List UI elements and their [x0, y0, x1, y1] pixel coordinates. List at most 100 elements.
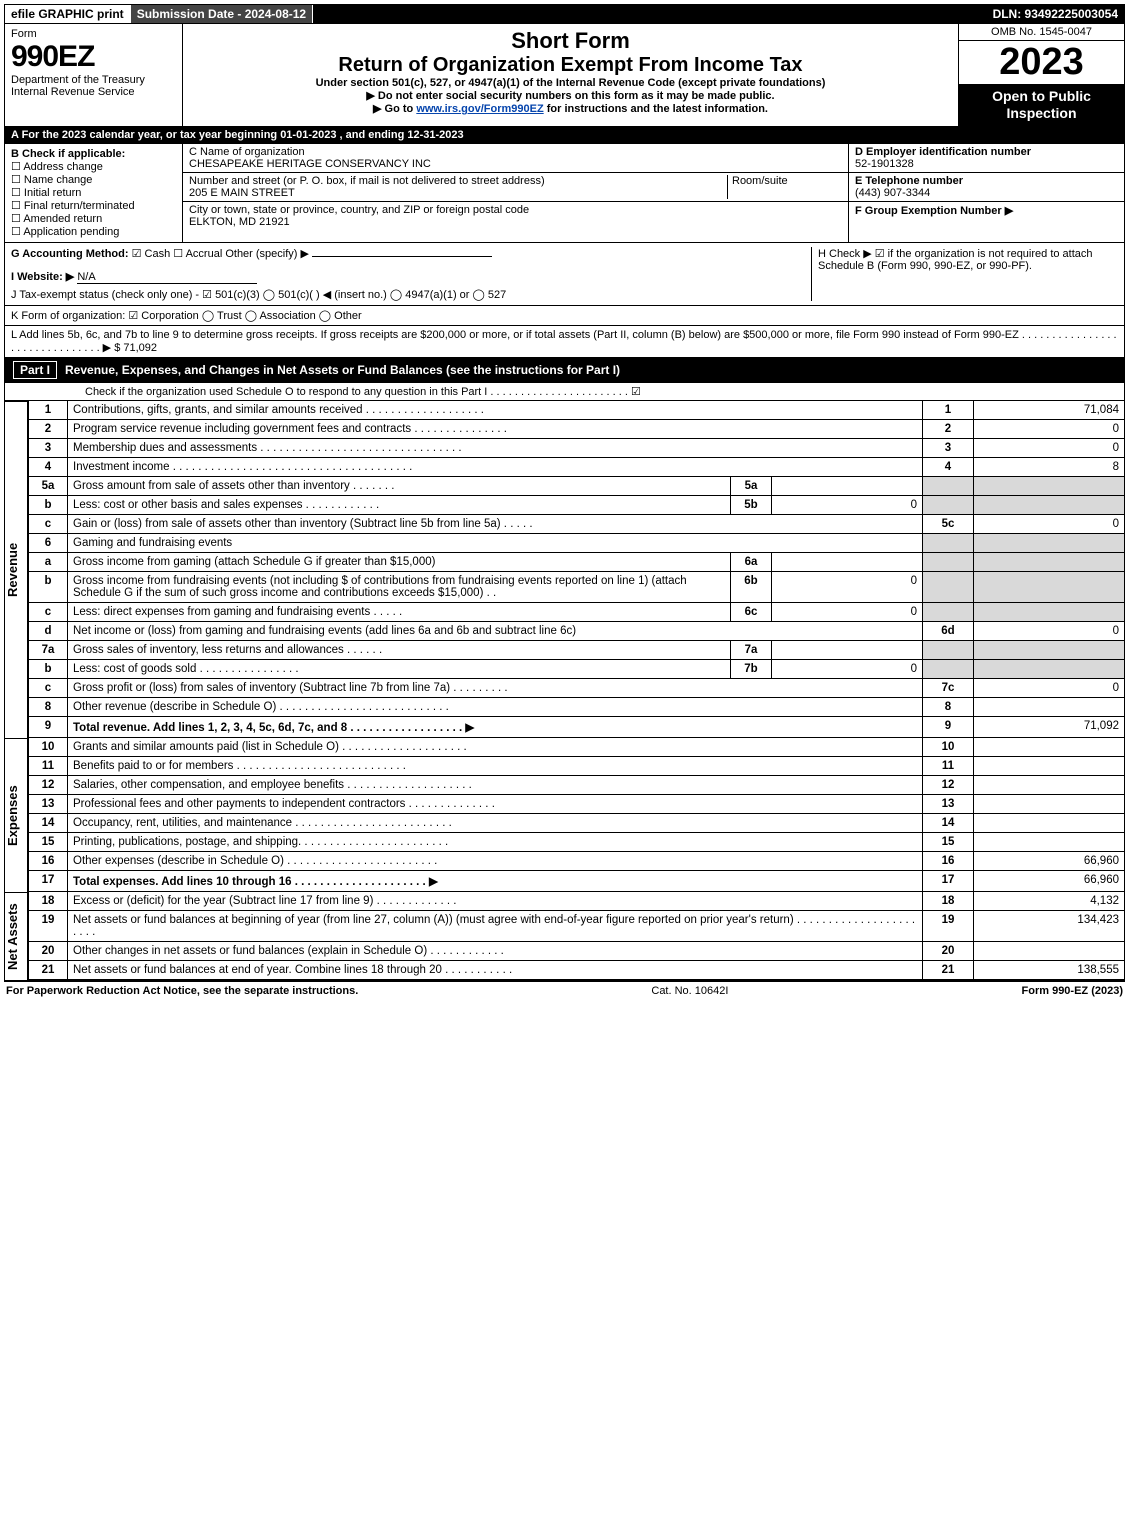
l-val: 71,092 [123, 342, 157, 354]
lt: Gain or (loss) from sale of assets other… [68, 514, 923, 533]
part-i-sub: Check if the organization used Schedule … [4, 383, 1125, 401]
lt: Gross income from gaming (attach Schedul… [68, 552, 731, 571]
chk-initial-return[interactable]: Initial return [11, 187, 81, 199]
header-right: OMB No. 1545-0047 2023 Open to Public In… [958, 24, 1124, 126]
lt: Less: cost or other basis and sales expe… [68, 495, 731, 514]
lt: Membership dues and assessments . . . . … [68, 438, 923, 457]
chk-address-change[interactable]: Address change [11, 161, 103, 173]
chk-name-change[interactable]: Name change [11, 174, 92, 186]
telephone: (443) 907-3344 [855, 187, 930, 199]
ln: 12 [29, 775, 68, 794]
ln: 18 [29, 892, 68, 911]
dln: DLN: 93492225003054 [987, 5, 1124, 23]
tax-year: 2023 [959, 41, 1124, 84]
ln: 9 [29, 716, 68, 737]
ln: 7a [29, 640, 68, 659]
shade [974, 495, 1125, 514]
lb: 14 [923, 813, 974, 832]
ln: 4 [29, 457, 68, 476]
lv: 0 [974, 621, 1125, 640]
header-sub3: ▶ Go to www.irs.gov/Form990EZ for instru… [189, 102, 952, 115]
header-center: Short Form Return of Organization Exempt… [183, 24, 958, 126]
g-label: G Accounting Method: [11, 248, 129, 260]
ln: a [29, 552, 68, 571]
footer-right: Form 990-EZ (2023) [1022, 985, 1123, 997]
efile-label[interactable]: efile GRAPHIC print [5, 5, 131, 23]
chk-cash[interactable]: Cash [132, 248, 171, 260]
lt: Gross profit or (loss) from sales of inv… [68, 678, 923, 697]
ln: 16 [29, 851, 68, 870]
lsb: 5a [731, 476, 772, 495]
lb: 10 [923, 738, 974, 757]
lsb: 7b [731, 659, 772, 678]
chk-amended-return[interactable]: Amended return [11, 213, 102, 225]
sub3-post: for instructions and the latest informat… [547, 103, 768, 115]
lb: 11 [923, 756, 974, 775]
lsb: 6c [731, 602, 772, 621]
ln: 1 [29, 401, 68, 420]
chk-application-pending[interactable]: Application pending [11, 226, 119, 238]
lt: Gross amount from sale of assets other t… [68, 476, 731, 495]
lb: 13 [923, 794, 974, 813]
shade [974, 552, 1125, 571]
part-i-label: Part I [13, 361, 57, 379]
shade [974, 659, 1125, 678]
lt: Contributions, gifts, grants, and simila… [68, 401, 923, 420]
ln: 20 [29, 941, 68, 960]
lv: 0 [974, 678, 1125, 697]
lb: 6d [923, 621, 974, 640]
lb: 15 [923, 832, 974, 851]
section-gh: G Accounting Method: Cash Accrual Other … [4, 243, 1125, 306]
h-line: H Check ▶ ☑ if the organization is not r… [811, 247, 1118, 301]
omb-number: OMB No. 1545-0047 [959, 24, 1124, 41]
f-label: F Group Exemption Number ▶ [855, 205, 1013, 217]
expenses-table: 10 Grants and similar amounts paid (list… [28, 738, 1125, 892]
chk-final-return[interactable]: Final return/terminated [11, 200, 135, 212]
ln: 21 [29, 960, 68, 979]
lt: Program service revenue including govern… [68, 419, 923, 438]
lt: Occupancy, rent, utilities, and maintena… [68, 813, 923, 832]
lv [974, 756, 1125, 775]
lsv: 0 [772, 571, 923, 602]
lb: 16 [923, 851, 974, 870]
shade [923, 571, 974, 602]
lt: Benefits paid to or for members . . . . … [68, 756, 923, 775]
lt: Excess or (deficit) for the year (Subtra… [68, 892, 923, 911]
shade [923, 533, 974, 552]
net-assets-table: 18 Excess or (deficit) for the year (Sub… [28, 892, 1125, 980]
lb: 5c [923, 514, 974, 533]
lb: 8 [923, 697, 974, 716]
i-label: I Website: ▶ [11, 271, 74, 283]
lsv: 0 [772, 495, 923, 514]
ln: 3 [29, 438, 68, 457]
part-i-title: Revenue, Expenses, and Changes in Net As… [65, 363, 620, 377]
dept-2: Internal Revenue Service [11, 86, 176, 98]
form-number: 990EZ [11, 40, 176, 74]
lt: Gaming and fundraising events [68, 533, 923, 552]
ln: 5a [29, 476, 68, 495]
lsv [772, 552, 923, 571]
ln: 15 [29, 832, 68, 851]
ln: b [29, 571, 68, 602]
lsb: 6b [731, 571, 772, 602]
section-bcdef: B Check if applicable: Address change Na… [4, 144, 1125, 243]
irs-link[interactable]: www.irs.gov/Form990EZ [416, 103, 543, 115]
header-left: Form 990EZ Department of the Treasury In… [5, 24, 183, 126]
lt: Other revenue (describe in Schedule O) .… [68, 697, 923, 716]
org-city: ELKTON, MD 21921 [189, 216, 290, 228]
lv [974, 794, 1125, 813]
lv [974, 775, 1125, 794]
lv [974, 738, 1125, 757]
g-other-input[interactable] [312, 256, 492, 257]
lb: 9 [923, 716, 974, 737]
return-title: Return of Organization Exempt From Incom… [189, 54, 952, 77]
chk-accrual[interactable]: Accrual [173, 248, 222, 260]
lt: Less: direct expenses from gaming and fu… [68, 602, 731, 621]
lt: Net assets or fund balances at end of ye… [68, 960, 923, 979]
short-form-title: Short Form [189, 28, 952, 54]
lt: Investment income . . . . . . . . . . . … [68, 457, 923, 476]
lb: 12 [923, 775, 974, 794]
lv [974, 941, 1125, 960]
lb: 1 [923, 401, 974, 420]
footer-left: For Paperwork Reduction Act Notice, see … [6, 985, 358, 997]
